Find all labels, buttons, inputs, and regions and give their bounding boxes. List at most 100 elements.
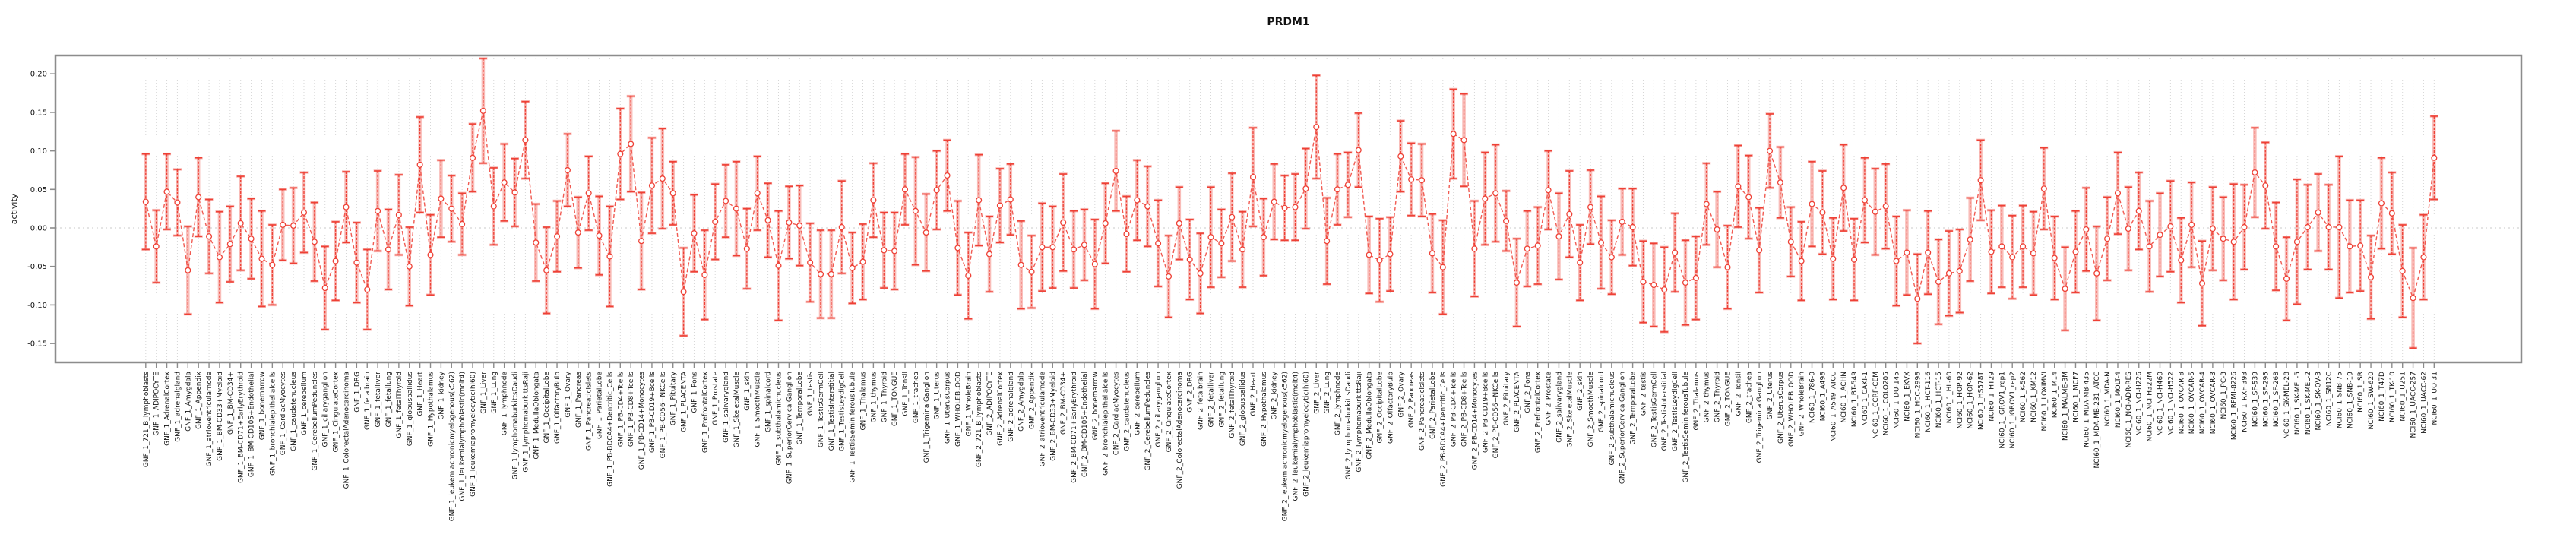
data-point: [1714, 226, 1720, 233]
x-tick-label: GNF_1_caudatenucleus: [290, 372, 298, 451]
x-tick-label: NCI60_1_NCI-ADR-RES: [2125, 372, 2133, 448]
data-point: [1809, 201, 1815, 207]
x-tick-label: GNF_2_globuspallidus: [1239, 372, 1247, 447]
x-tick-label: GNF_1_PancreaticIslets: [586, 372, 593, 451]
x-tick-label: GNF_2_fetalbrain: [1198, 372, 1205, 430]
x-tick-label: GNF_2_TestisInterstitial: [1661, 372, 1669, 451]
x-tick-label: NCI60_1_HCC-2998: [1914, 372, 1922, 438]
x-tick-label: GNF_2_testis: [1640, 372, 1647, 416]
x-tick-label: GNF_1_subthalamicnucleus: [775, 372, 783, 466]
x-tick-label: NCI60_1_MCF7: [2072, 372, 2080, 422]
data-point: [1545, 187, 1552, 194]
data-point: [1893, 258, 1900, 264]
data-point: [1186, 256, 1193, 263]
x-tick-label: NCI60_1_SNB-75: [2336, 372, 2343, 428]
x-tick-label: NCI60_1_K-562: [2020, 372, 2027, 422]
data-point: [1724, 264, 1731, 270]
data-point: [174, 199, 181, 206]
x-tick-label: GNF_1_ColorectalAdenocarcinoma: [343, 372, 350, 489]
x-tick-label: GNF_1_adrenalgland: [174, 372, 182, 442]
data-point: [1967, 236, 1973, 243]
data-point: [332, 258, 339, 264]
x-tick-label: GNF_1_OlfactoryBulb: [554, 372, 562, 444]
data-point: [691, 230, 698, 237]
data-point: [1366, 251, 1372, 258]
data-point: [1091, 261, 1098, 267]
data-point: [1397, 153, 1404, 160]
x-tick-label: GNF_1_PB-CD4+Tcells: [617, 372, 625, 447]
data-point: [754, 190, 761, 197]
x-tick-label: GNF_2_CingulateCortex: [1166, 371, 1173, 452]
data-point: [965, 272, 972, 279]
data-point: [1798, 258, 1805, 264]
x-tick-label: NCI60_1_CCRF-CEM: [1872, 372, 1880, 439]
data-point: [364, 286, 371, 293]
x-tick-label: NCI60_1_PC-3: [2220, 372, 2228, 419]
x-tick-label: NCI60_1_U251: [2400, 372, 2407, 422]
x-tick-label: NCI60_1_MALME-3M: [2062, 372, 2070, 441]
x-tick-label: GNF_2_TestisGermCell: [1650, 372, 1658, 447]
x-tick-label: GNF_1_fetalThyroid: [396, 372, 403, 438]
x-tick-label: GNF_1_CardiacMyocytes: [280, 372, 287, 456]
x-tick-label: GNF_2_Amygdala: [1018, 372, 1026, 432]
x-tick-label: GNF_2_TestisLeydigCell: [1672, 372, 1679, 451]
x-tick-label: GNF_2_salivarygland: [1555, 372, 1563, 443]
x-tick-label: GNF_2_Uterus: [1767, 372, 1774, 420]
data-point: [469, 154, 476, 161]
x-tick-label: NCI60_1_IGROV1_rep1: [1998, 372, 2006, 449]
data-point: [1197, 270, 1204, 277]
data-point: [2009, 254, 2016, 261]
x-tick-label: NCI60_1_MOLT-4: [2115, 372, 2122, 428]
x-tick-label: GNF_1_Pons: [691, 372, 698, 413]
data-point: [944, 172, 951, 179]
data-point: [1503, 217, 1510, 224]
x-tick-label: GNF_2_adrenalgland: [1008, 372, 1015, 442]
data-point: [733, 205, 740, 212]
x-tick-label: NCI60_1_HCT-15: [1935, 372, 1943, 428]
y-tick-label: 0.15: [30, 109, 47, 117]
data-point: [659, 175, 666, 182]
x-tick-label: GNF_2_SkeletalMuscle: [1566, 372, 1574, 448]
data-point: [142, 198, 149, 205]
data-point: [786, 219, 793, 226]
data-point: [290, 222, 297, 229]
data-point: [1071, 246, 1078, 253]
x-tick-label: GNF_1_ParietalLobe: [597, 372, 604, 440]
data-point: [1260, 234, 1267, 241]
x-tick-label: GNF_2_spinalcord: [1598, 372, 1606, 432]
x-tick-label: GNF_2_Pituitary: [1503, 371, 1511, 425]
x-tick-label: GNF_2_721_B_lymphoblasts: [976, 372, 983, 467]
x-tick-label: GNF_2_fetallung: [1218, 372, 1226, 427]
data-point: [1597, 239, 1605, 246]
x-tick-label: GNF_1_lymphomaburkittsDaudi: [512, 372, 520, 479]
x-tick-label: GNF_2_trachea: [1745, 372, 1753, 423]
x-tick-label: GNF_2_leukemialymphoblastic(molt4): [1293, 372, 1300, 501]
x-tick-label: GNF_1_leukemiachronicmyelogenous(k562): [448, 372, 456, 521]
x-tick-label: GNF_1_Lung: [491, 372, 498, 414]
x-tick-label: GNF_2_MedullaOblongata: [1366, 372, 1374, 460]
data-point: [406, 263, 413, 270]
data-point: [163, 188, 170, 195]
data-point: [817, 270, 824, 277]
x-tick-label: GNF_1_trachea: [913, 372, 920, 423]
x-tick-label: GNF_1_PB-CD8+Tcells: [628, 372, 635, 447]
x-tick-label: GNF_1_Amygdala: [185, 372, 192, 432]
x-tick-label: GNF_2_TrigeminalGanglion: [1756, 372, 1764, 463]
data-point: [2178, 257, 2185, 264]
x-tick-label: GNF_2_ADIPOCYTE: [986, 372, 994, 436]
data-point: [596, 232, 603, 239]
data-point: [1661, 286, 1668, 293]
x-tick-label: GNF_1_TestisLeydigCell: [839, 372, 847, 451]
x-tick-label: GNF_2_PB-CD14+Monocytes: [1471, 372, 1479, 470]
x-tick-label: GNF_1_spinalcord: [765, 372, 773, 432]
data-point: [1777, 179, 1783, 186]
x-tick-label: NCI60_1_SF-268: [2273, 372, 2280, 427]
x-tick-label: NCI60_1_NCI-H460: [2157, 372, 2164, 436]
x-tick-label: NCI60_1_HS578T: [1978, 372, 1986, 431]
data-point: [1207, 234, 1214, 241]
x-tick-label: GNF_1_Pituitary: [670, 371, 678, 425]
data-point: [1176, 220, 1182, 226]
x-tick-label: GNF_2_PB-BDCA4+Dentritic_Cells: [1440, 372, 1448, 487]
data-point: [1292, 204, 1299, 210]
data-point: [1766, 147, 1774, 154]
